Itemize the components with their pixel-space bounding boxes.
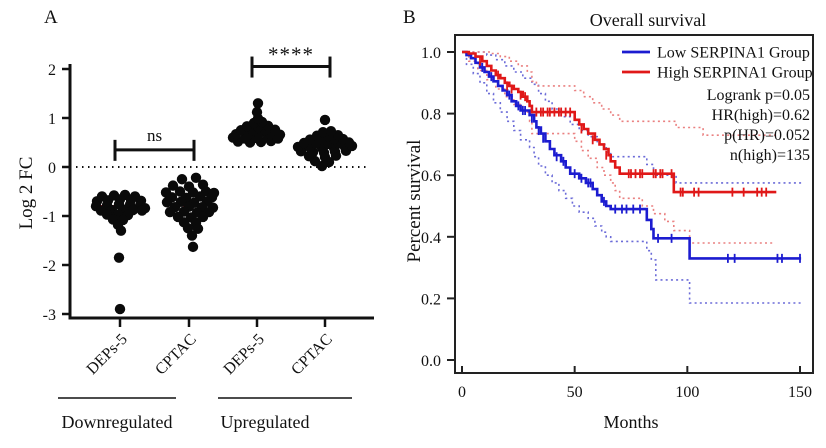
data-point <box>251 106 263 118</box>
data-point <box>164 206 176 218</box>
panel-a-data-points <box>90 98 358 315</box>
data-point <box>186 230 198 241</box>
x-category-label: CPTAC <box>288 331 336 379</box>
panel-b-x-ticks: 0 50 100 150 <box>458 366 812 401</box>
x-category-label: DEPs-5 <box>84 331 131 378</box>
y-tick-label: -3 <box>43 307 56 324</box>
data-point <box>317 127 329 138</box>
low-serpina1-group-curve <box>462 50 802 260</box>
x-category-label: CPTAC <box>152 331 200 379</box>
data-point <box>176 174 188 185</box>
panel-a-strip-chart: A ns **** 2 1 0 -1 -2 -3 DEPs-5 CPTAC DEPs-5 CPTA… <box>16 7 374 432</box>
data-point <box>136 205 148 216</box>
sig-label: ns <box>147 126 162 145</box>
panel-b-legend: Low SERPINA1 Group High SERPINA1 Group <box>622 45 813 82</box>
panel-b-y-axis-title: Percent survival <box>404 140 425 263</box>
y-tick-label: 0 <box>48 160 56 177</box>
stat-hr: HR(high)=0.62 <box>712 107 810 124</box>
data-point <box>113 252 125 263</box>
y-tick-label: 2 <box>48 62 56 79</box>
panel-a-x-ticks: DEPs-5 CPTAC DEPs-5 CPTAC <box>84 318 336 378</box>
low-ci-lower-curve <box>462 51 803 304</box>
panel-a-y-axis-title: Log 2 FC <box>16 157 37 230</box>
x-tick-label: 100 <box>675 384 699 401</box>
data-point <box>161 197 173 208</box>
panel-a-letter: A <box>44 7 58 28</box>
data-point <box>115 225 127 236</box>
high-serpina1-group-curve <box>462 50 777 194</box>
panel-b-stats: Logrank p=0.05 HR(high)=0.62 p(HR)=0.052… <box>707 87 810 164</box>
x-category-label: DEPs-5 <box>221 331 268 378</box>
y-tick-label: 0.0 <box>421 353 441 370</box>
panel-a-significance-brackets: ns **** <box>113 43 332 161</box>
x-tick-label: 50 <box>567 384 583 401</box>
panel-b-letter: B <box>403 7 416 28</box>
y-tick-label: -1 <box>43 209 56 226</box>
data-point <box>114 303 126 315</box>
data-point <box>197 211 209 223</box>
data-point <box>319 114 331 126</box>
panel-b-y-ticks: 1.0 0.8 0.6 0.4 0.2 0.0 <box>421 45 455 370</box>
y-tick-label: 1 <box>48 111 56 128</box>
legend-label: High SERPINA1 Group <box>657 65 813 82</box>
y-tick-label: 1.0 <box>421 45 441 62</box>
x-tick-label: 0 <box>458 384 466 401</box>
panel-b-plot-frame <box>454 34 814 374</box>
stat-n: n(high)=135 <box>730 147 810 164</box>
y-tick-label: 0.6 <box>421 168 441 185</box>
stat-logrank: Logrank p=0.05 <box>707 87 810 104</box>
data-point <box>192 223 204 234</box>
x-tick-label: 150 <box>788 384 812 401</box>
data-point <box>190 172 202 183</box>
high-ci-lower-curve <box>462 51 776 244</box>
downregulated-label: Downregulated <box>62 412 173 432</box>
upregulated-label: Upregulated <box>221 412 310 432</box>
legend-label: Low SERPINA1 Group <box>657 45 810 62</box>
y-tick-label: 0.4 <box>421 230 441 247</box>
y-tick-label: 0.8 <box>421 107 441 124</box>
panel-b-x-axis-title: Months <box>603 412 658 432</box>
stat-phr: p(HR)=0.052 <box>724 127 810 144</box>
panel-b-censor-marks <box>479 56 801 263</box>
y-tick-label: -2 <box>43 258 56 275</box>
data-point <box>325 126 337 137</box>
high-ci-upper-curve <box>462 51 776 136</box>
sig-label: **** <box>268 43 314 67</box>
data-point <box>167 180 179 191</box>
data-point <box>187 241 199 253</box>
y-tick-label: 0.2 <box>421 291 441 308</box>
panel-a-y-ticks: 2 1 0 -1 -2 -3 <box>43 62 70 324</box>
data-point <box>252 98 264 109</box>
panel-b-title: Overall survival <box>590 10 706 30</box>
panel-b-km-chart: B Overall survival 1.0 0.8 0.6 0.4 0.2 0.0 0 5… <box>403 7 814 432</box>
